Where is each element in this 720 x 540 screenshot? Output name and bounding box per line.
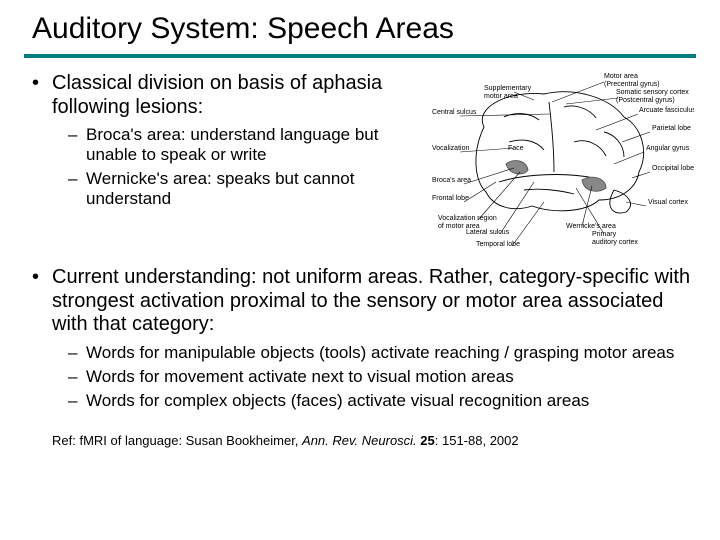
brain-label: Wernicke's area [566, 223, 616, 230]
brain-diagram: Motor area(Precentral gyrus) Supplementar… [414, 72, 694, 252]
brain-label: Vocalization regionof motor area [438, 215, 497, 230]
brain-label: Lateral sulcus [466, 229, 510, 236]
title-rule [24, 54, 696, 58]
brain-label: Parietal lobe [652, 125, 691, 132]
brain-label: Broca's area [432, 177, 471, 184]
brain-label: Primaryauditory cortex [592, 231, 638, 246]
bullet-faces: Words for complex objects (faces) activa… [24, 391, 696, 411]
bullet-classical: Classical division on basis of aphasia f… [24, 72, 404, 119]
brain-label: Frontal lobe [432, 195, 469, 202]
bullet-tools: Words for manipulable objects (tools) ac… [24, 343, 696, 363]
brain-label: Motor area(Precentral gyrus) [604, 73, 660, 88]
bullet-wernicke: Wernicke's area: speaks but cannot under… [24, 169, 404, 209]
brain-label: Visual cortex [648, 199, 688, 206]
ref-vol: 25 [420, 433, 434, 448]
ref-prefix: Ref: fMRI of language: Susan Bookheimer, [52, 433, 302, 448]
brain-label: Central sulcus [432, 109, 477, 116]
page-title: Auditory System: Speech Areas [32, 12, 696, 46]
top-row: Classical division on basis of aphasia f… [24, 72, 696, 252]
brain-label: Angular gyrus [646, 145, 690, 152]
brain-label: Supplementarymotor area [484, 85, 532, 100]
brain-label: Vocalization [432, 145, 469, 152]
brain-label: Occipital lobe [652, 165, 694, 172]
brain-label: Arcuate fasciculus [639, 107, 694, 114]
brain-label: Somatic sensory cortex(Postcentral gyrus… [616, 89, 689, 104]
bullet-current: Current understanding: not uniform areas… [24, 266, 696, 337]
top-text-block: Classical division on basis of aphasia f… [24, 72, 404, 252]
brain-label: Face [508, 145, 524, 152]
ref-journal: Ann. Rev. Neurosci. [302, 433, 420, 448]
brain-label: Temporal lobe [476, 241, 520, 248]
reference-line: Ref: fMRI of language: Susan Bookheimer,… [52, 433, 696, 448]
ref-pages: : 151-88, 2002 [435, 433, 519, 448]
bullet-movement: Words for movement activate next to visu… [24, 367, 696, 387]
bullet-broca: Broca's area: understand language but un… [24, 125, 404, 165]
